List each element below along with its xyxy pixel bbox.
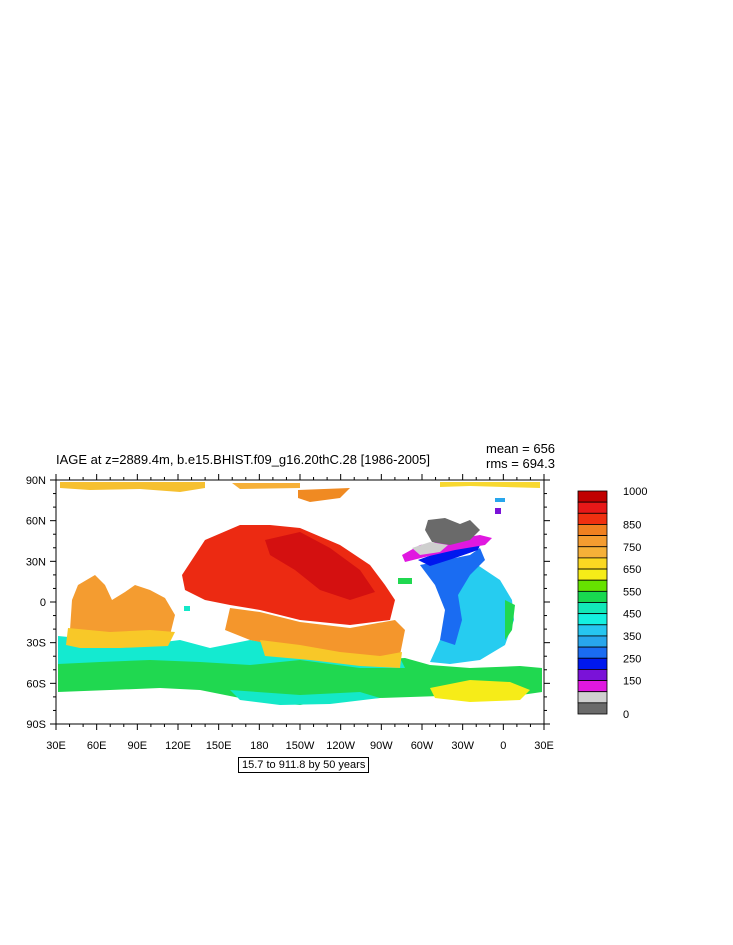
colorbar-swatch bbox=[577, 501, 608, 514]
x-tick-label: 60W bbox=[411, 740, 434, 752]
x-tick-label: 180 bbox=[250, 740, 268, 752]
colorbar-label: 850 bbox=[623, 519, 641, 531]
y-tick-label: 60N bbox=[26, 516, 46, 528]
x-tick-label: 150W bbox=[286, 740, 315, 752]
colorbar-swatch bbox=[577, 568, 608, 581]
x-tick-label: 90E bbox=[128, 740, 148, 752]
x-tick-label: 0 bbox=[500, 740, 506, 752]
labrador-light-grey bbox=[412, 542, 448, 555]
colorbar-swatch bbox=[577, 646, 608, 659]
colorbar-swatch bbox=[577, 602, 608, 615]
y-tick-label: 60S bbox=[26, 678, 46, 690]
arctic-yellow-band bbox=[60, 482, 205, 492]
rms-stat: rms = 694.3 bbox=[486, 456, 556, 471]
indian-ocean-orange bbox=[70, 575, 175, 640]
southern-ocean-cyan-south bbox=[230, 690, 380, 705]
y-tick-label: 90S bbox=[26, 719, 46, 731]
colorbar-swatch bbox=[577, 535, 608, 548]
colorbar-label: 550 bbox=[623, 586, 641, 598]
colorbar-swatch bbox=[577, 680, 608, 693]
colorbar-label: 750 bbox=[623, 542, 641, 554]
colorbar-swatch bbox=[577, 691, 608, 704]
contour-info-box: 15.7 to 911.8 by 50 years bbox=[238, 757, 370, 773]
y-tick-label: 30S bbox=[26, 638, 46, 650]
colorbar-label: 450 bbox=[623, 609, 641, 621]
colorbar-swatch bbox=[577, 635, 608, 648]
small-patch-purple bbox=[495, 508, 501, 514]
colorbar-swatch bbox=[577, 490, 608, 503]
x-tick-label: 90W bbox=[370, 740, 393, 752]
plot-title: IAGE at z=2889.4m, b.e15.BHIST.f09_g16.2… bbox=[56, 452, 431, 467]
x-tick-label: 150E bbox=[206, 740, 232, 752]
colorbar-label: 650 bbox=[623, 564, 641, 576]
colorbar-swatch bbox=[577, 557, 608, 570]
x-tick-label: 60E bbox=[87, 740, 107, 752]
colorbar-label: 250 bbox=[623, 653, 641, 665]
colorbar-swatch bbox=[577, 613, 608, 626]
map-tick-labels: 30E 60E 90E 120E 150E 180 150W 120W 90W 60W 30W 0 30… bbox=[26, 475, 554, 752]
x-tick-label: 30E bbox=[46, 740, 66, 752]
indian-ocean-yellow-band bbox=[66, 628, 175, 648]
south-atlantic-yellow bbox=[430, 680, 530, 702]
small-patch-green bbox=[398, 578, 412, 584]
colorbar-swatch bbox=[577, 669, 608, 681]
x-tick-label: 30W bbox=[451, 740, 474, 752]
colorbar-swatch bbox=[577, 546, 608, 559]
colorbar: 1000 850 750 650 550 450 350 250 150 0 bbox=[577, 486, 647, 721]
colorbar-swatch bbox=[577, 624, 608, 637]
labrador-grey bbox=[425, 518, 480, 545]
map-ticks bbox=[50, 474, 550, 730]
ocean-field bbox=[58, 482, 542, 705]
arctic-small-strip bbox=[232, 483, 300, 489]
colorbar-label: 350 bbox=[623, 631, 641, 643]
small-patch-cyan bbox=[184, 606, 190, 611]
colorbar-swatch bbox=[577, 657, 608, 670]
x-tick-label: 120W bbox=[326, 740, 355, 752]
pacific-dark-red bbox=[265, 532, 375, 600]
atlantic-magenta bbox=[402, 535, 492, 562]
arctic-orange-patch bbox=[298, 488, 350, 502]
colorbar-label: 0 bbox=[623, 709, 629, 721]
colorbar-swatch bbox=[577, 702, 608, 715]
colorbar-label: 150 bbox=[623, 676, 641, 688]
arctic-yellow-band-east bbox=[440, 482, 540, 488]
small-patch-blue bbox=[495, 498, 505, 502]
colorbar-swatch bbox=[577, 512, 608, 525]
colorbar-swatch bbox=[577, 590, 608, 603]
pacific-south-yellow bbox=[260, 640, 402, 668]
colorbar-swatch bbox=[577, 524, 608, 537]
y-tick-label: 90N bbox=[26, 475, 46, 487]
y-tick-label: 0 bbox=[40, 597, 46, 609]
pacific-south-orange bbox=[225, 608, 405, 660]
pacific-red bbox=[182, 525, 395, 625]
atlantic-blue bbox=[420, 548, 485, 645]
x-tick-label: 120E bbox=[165, 740, 191, 752]
mean-stat: mean = 656 bbox=[486, 441, 556, 456]
x-tick-label: 30E bbox=[534, 740, 554, 752]
colorbar-swatch bbox=[577, 579, 608, 592]
atlantic-east-green bbox=[505, 600, 515, 640]
colorbar-label: 1000 bbox=[623, 486, 647, 498]
y-tick-label: 30N bbox=[26, 556, 46, 568]
